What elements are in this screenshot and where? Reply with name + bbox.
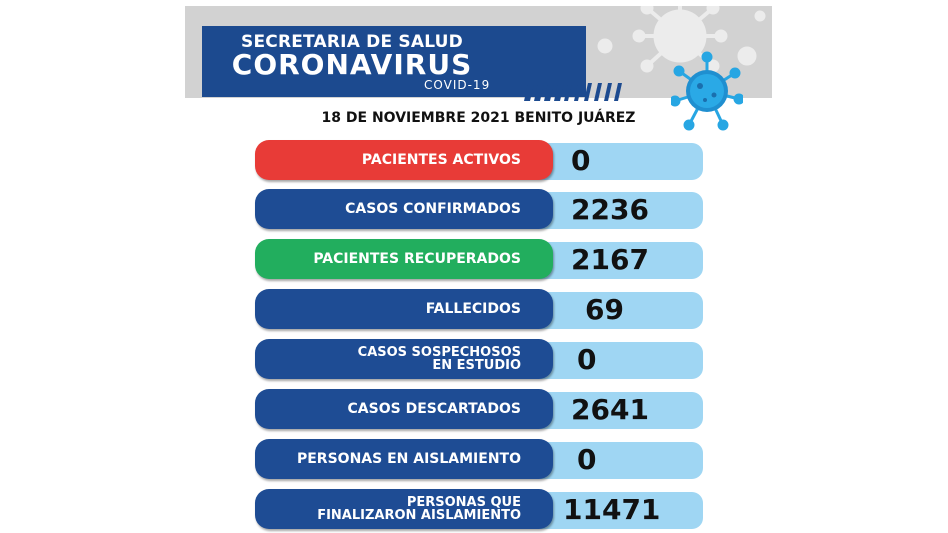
header-coronavirus: CORONAVIRUS [231,48,473,81]
stat-label: CASOS CONFIRMADOS [255,189,553,229]
stat-label-line1: PERSONAS QUE [406,495,521,510]
header-secretaria: SECRETARIA DE SALUD [241,32,463,52]
stat-label-line1: CASOS SOSPECHOSOS [357,345,521,360]
stat-label: CASOS SOSPECHOSOS EN ESTUDIO [255,339,553,379]
stat-value: 2167 [571,243,649,276]
stat-row-casos-descartados: CASOS DESCARTADOS 2641 [255,389,705,429]
stat-row-casos-sospechosos: CASOS SOSPECHOSOS EN ESTUDIO 0 [255,339,705,379]
stat-row-finalizaron-aislamiento: PERSONAS QUE FINALIZARON AISLAMIENTO 114… [255,489,705,529]
stat-row-fallecidos: FALLECIDOS 69 [255,289,705,329]
header-covid: COVID-19 [424,78,491,92]
stat-label: PERSONAS QUE FINALIZARON AISLAMIENTO [255,489,553,529]
stat-value: 2641 [571,393,649,426]
stat-row-personas-aislamiento: PERSONAS EN AISLAMIENTO 0 [255,439,705,479]
stat-value: 11471 [563,493,661,526]
stat-label: PERSONAS EN AISLAMIENTO [255,439,553,479]
stat-value: 0 [571,144,591,177]
coronavirus-background-icon [597,6,766,73]
stat-row-casos-confirmados: CASOS CONFIRMADOS 2236 [255,189,705,229]
stat-label: PACIENTES ACTIVOS [255,140,553,180]
stat-value: 2236 [571,193,649,226]
stat-row-pacientes-activos: PACIENTES ACTIVOS 0 [255,140,705,180]
stat-value: 69 [585,293,624,326]
stat-label-line2: FINALIZARON AISLAMIENTO [317,508,521,523]
stat-row-pacientes-recuperados: PACIENTES RECUPERADOS 2167 [255,239,705,279]
stat-label: CASOS DESCARTADOS [255,389,553,429]
stat-label: PACIENTES RECUPERADOS [255,239,553,279]
stripes-decoration [524,83,622,101]
coronavirus-icon [671,51,743,131]
date-location-line: 18 DE NOVIEMBRE 2021 BENITO JUÁREZ [321,110,636,126]
header-title-box: SECRETARIA DE SALUD CORONAVIRUS COVID-19 [202,26,586,97]
stat-value: 0 [577,343,597,376]
stat-value: 0 [577,443,597,476]
infographic-card: SECRETARIA DE SALUD CORONAVIRUS COVID-19… [185,6,772,533]
stat-label-line2: EN ESTUDIO [432,358,521,373]
stat-label: FALLECIDOS [255,289,553,329]
